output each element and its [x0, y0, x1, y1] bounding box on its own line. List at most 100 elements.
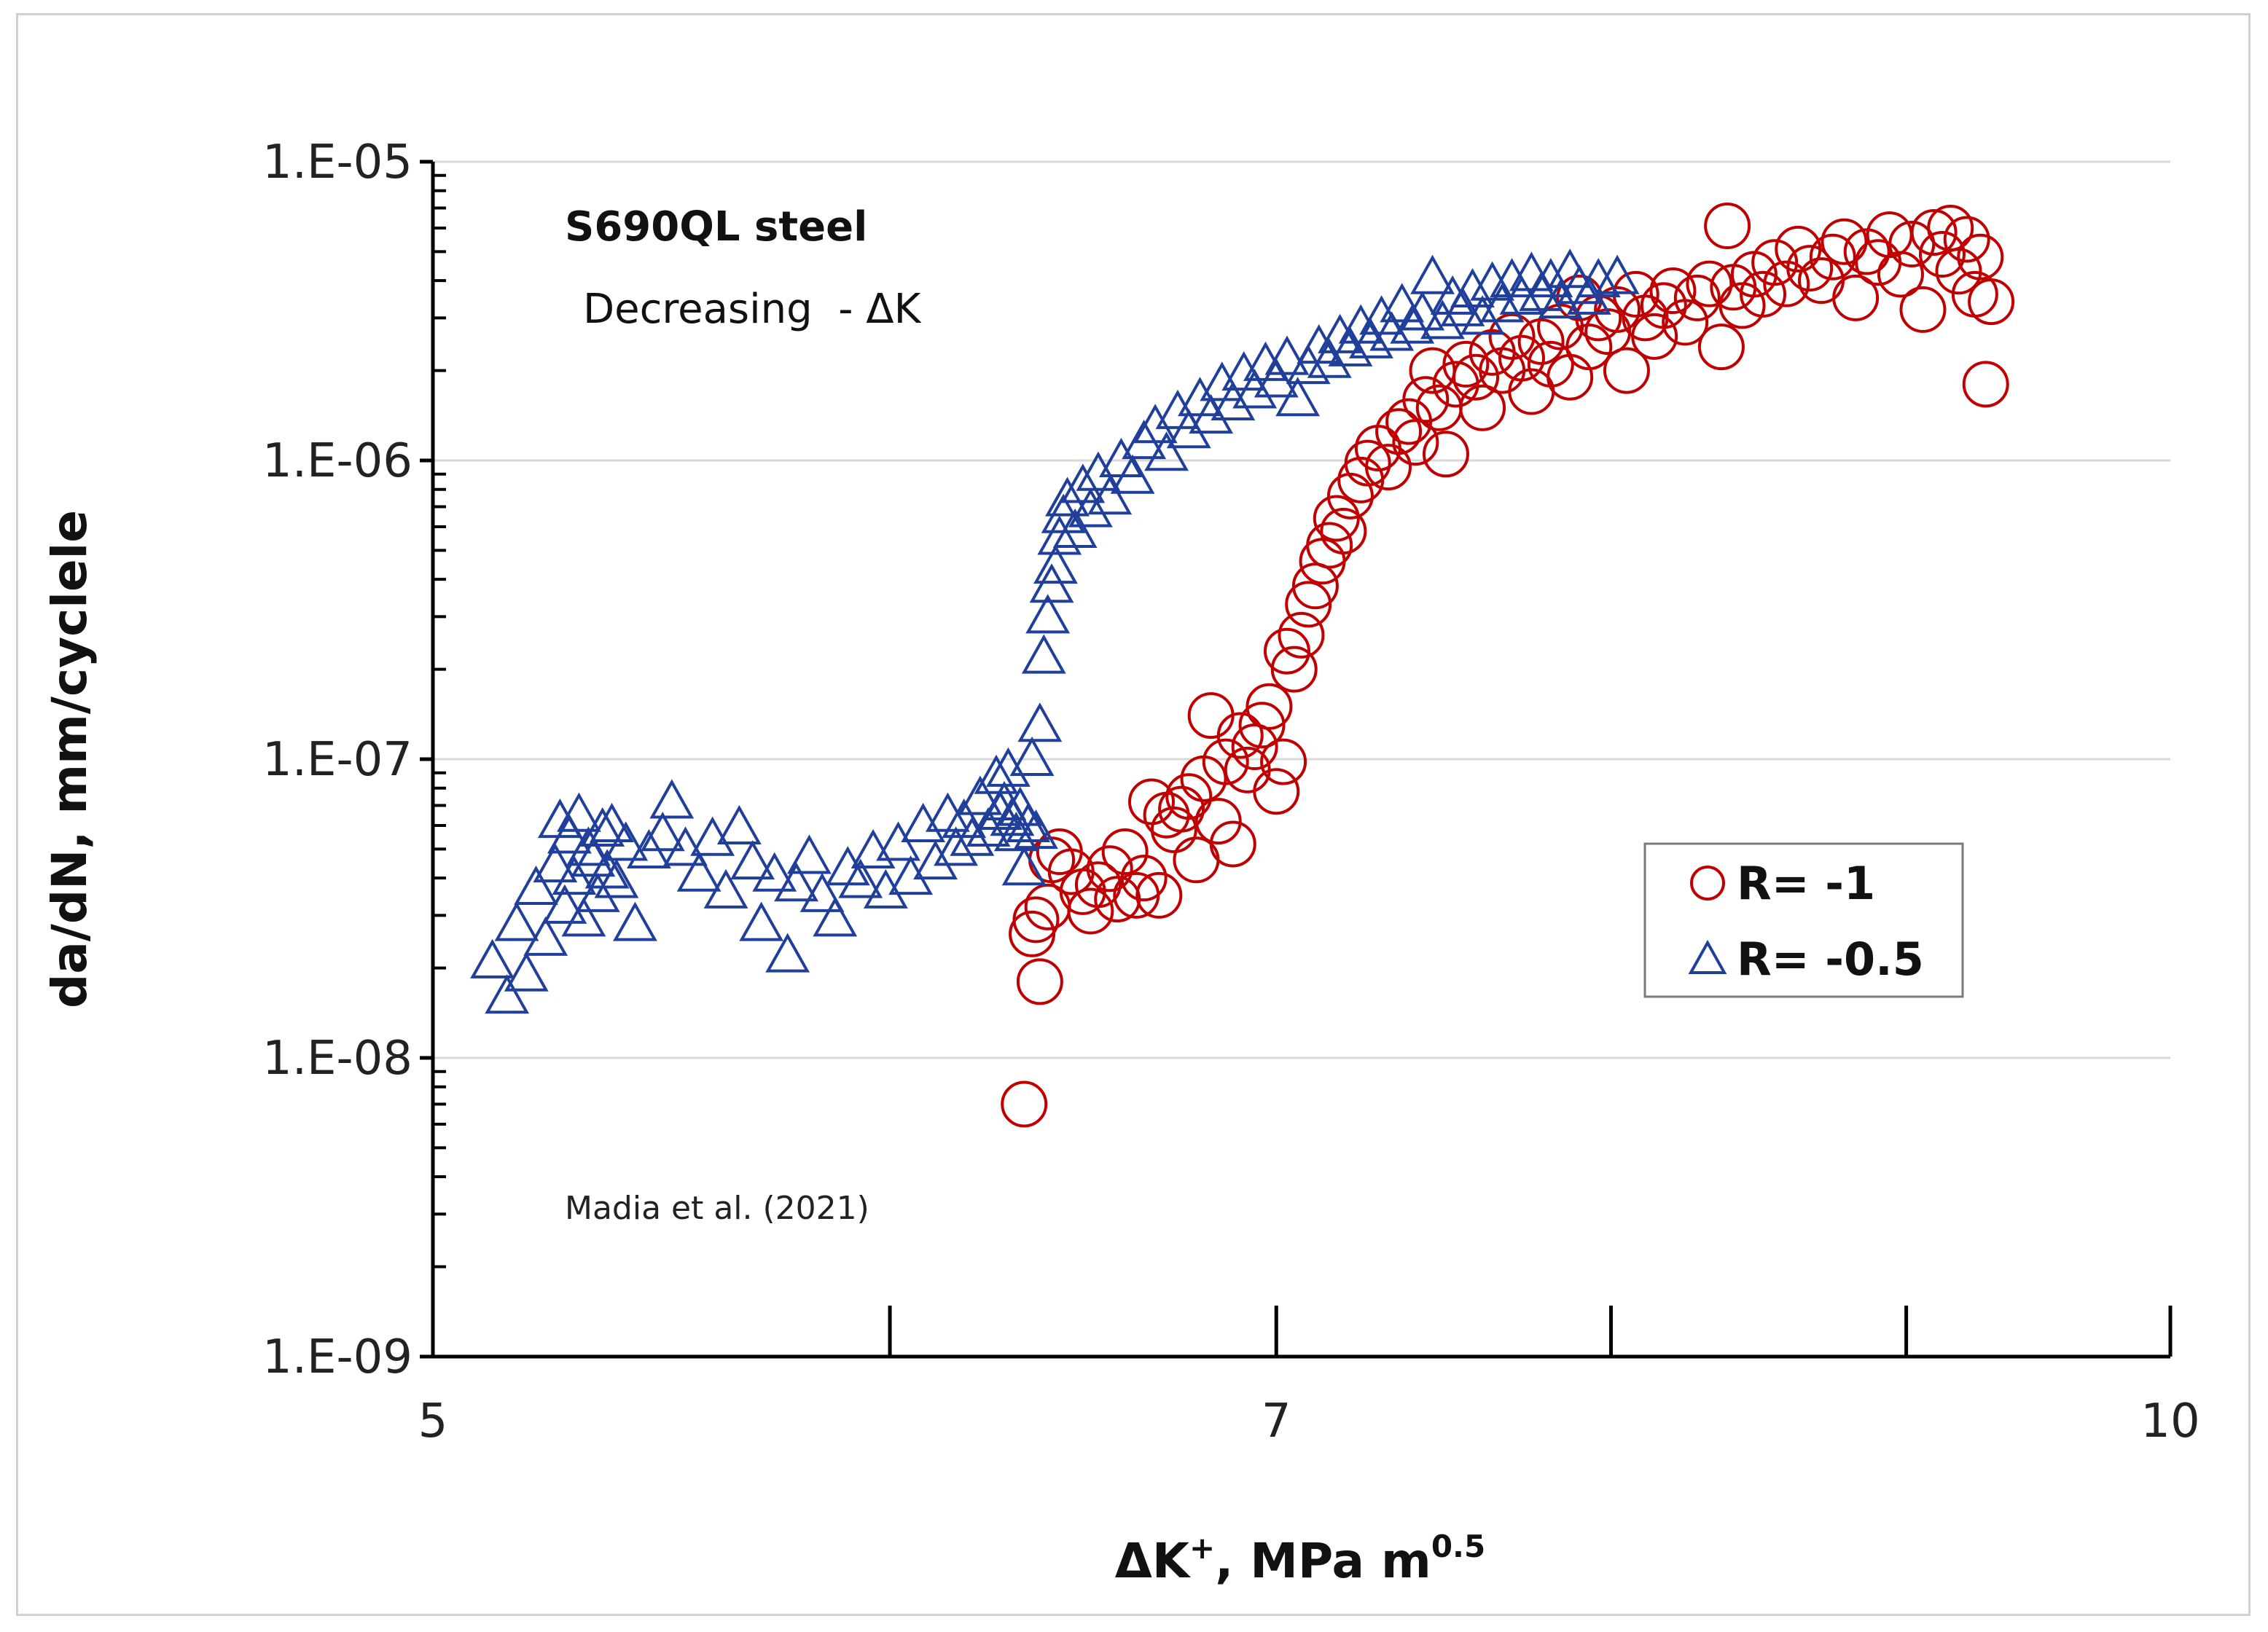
method-annotation: Decreasing - ΔK — [583, 286, 922, 333]
data-point-triangle — [1232, 369, 1278, 409]
data-point-triangle — [690, 816, 735, 856]
data-point-triangle — [838, 858, 883, 898]
data-point-triangle — [1025, 594, 1071, 634]
data-point-circle — [1150, 806, 1197, 853]
data-point-circle — [1209, 820, 1256, 868]
data-point-triangle — [1595, 254, 1640, 294]
data-point-circle — [1422, 431, 1469, 478]
data-point-triangle — [863, 868, 908, 909]
data-point-triangle — [1318, 313, 1363, 353]
data-point-circle — [1943, 216, 1990, 263]
data-point-circle — [1306, 522, 1353, 569]
data-point-triangle — [985, 747, 1031, 787]
data-point-circle — [1877, 251, 1924, 298]
legend-label-r-minus-0-5: R= -0.5 — [1737, 933, 1924, 986]
data-point-triangle — [1430, 275, 1475, 315]
data-point-triangle — [1557, 264, 1602, 305]
data-point-triangle — [1254, 358, 1299, 398]
data-point-circle — [1957, 233, 2004, 280]
data-point-triangle — [1021, 634, 1066, 674]
data-point-triangle — [1060, 463, 1106, 503]
source-annotation: Madia et al. (2021) — [565, 1190, 869, 1227]
data-point-circle — [1194, 798, 1242, 845]
data-point-circle — [1459, 384, 1506, 431]
data-point-circle — [1375, 408, 1423, 455]
data-point-circle — [1165, 773, 1213, 820]
data-point-circle — [1927, 204, 1974, 251]
data-point-circle — [1016, 958, 1063, 1005]
data-point-triangle — [1068, 487, 1113, 527]
legend-marker-triangle — [1688, 939, 1727, 974]
data-point-circle — [1158, 785, 1205, 833]
data-point-triangle — [1029, 563, 1074, 603]
data-point-triangle — [1033, 544, 1078, 584]
data-point-circle — [1697, 323, 1745, 371]
data-point-triangle — [1286, 345, 1331, 385]
x-tick-label: 7 — [1262, 1394, 1291, 1448]
data-point-circle — [1809, 233, 1856, 280]
data-point-triangle — [739, 901, 784, 941]
y-tick-label: 1.E-05 — [262, 136, 412, 189]
data-point-triangle — [1087, 475, 1133, 515]
data-point-triangle — [590, 802, 634, 842]
data-point-circle — [1498, 334, 1545, 382]
data-point-circle — [1001, 1080, 1048, 1128]
data-point-triangle — [640, 812, 685, 852]
data-point-triangle — [523, 916, 568, 956]
x-tick-labels: 5 7 10 — [418, 1394, 2200, 1448]
x-tick-label: 10 — [2140, 1394, 2199, 1448]
data-point-triangle — [1155, 389, 1200, 429]
data-point-triangle — [1189, 394, 1234, 434]
data-point-circle — [1662, 299, 1709, 346]
data-point-circle — [1751, 239, 1799, 286]
data-point-triangle — [799, 872, 845, 912]
data-point-triangle — [1014, 809, 1058, 850]
x-ticks — [431, 1306, 2173, 1357]
data-point-triangle — [1470, 261, 1515, 301]
data-point-circle — [1012, 896, 1060, 944]
data-point-triangle — [1037, 515, 1082, 555]
data-point-circle — [1832, 274, 1880, 321]
data-point-triangle — [663, 826, 708, 866]
data-point-triangle — [888, 855, 934, 895]
series-r-minus-0-5 — [470, 248, 1640, 1014]
data-point-circle — [1285, 581, 1332, 628]
data-point-triangle — [1519, 271, 1564, 311]
series-r-minus-1 — [1001, 203, 2015, 1128]
data-point-circle — [1962, 361, 2009, 408]
data-point-triangle — [1307, 338, 1352, 378]
data-point-triangle — [580, 807, 625, 847]
data-point-triangle — [1460, 295, 1505, 335]
x-axis-title-main: ΔK — [1115, 1533, 1192, 1589]
data-point-circle — [1968, 278, 2015, 326]
data-point-circle — [1673, 274, 1721, 321]
data-point-circle — [1364, 444, 1412, 491]
data-point-circle — [1086, 845, 1133, 892]
data-point-triangle — [1006, 802, 1051, 842]
data-point-triangle — [1420, 299, 1465, 340]
data-point-circle — [1649, 267, 1697, 315]
data-point-triangle — [514, 865, 558, 906]
legend-marker-circle — [1690, 866, 1725, 901]
data-point-triangle — [584, 849, 630, 889]
data-point-circle — [1246, 683, 1293, 730]
data-point-circle — [1918, 231, 1966, 278]
data-point-triangle — [1144, 431, 1189, 471]
data-point-triangle — [1264, 335, 1310, 375]
data-point-circle — [1313, 495, 1360, 542]
x-axis-title-sup1: + — [1189, 1530, 1215, 1566]
y-tick-labels: 1.E-09 1.E-08 1.E-07 1.E-06 1.E-05 — [262, 136, 433, 1384]
data-point-triangle — [1390, 304, 1435, 344]
data-point-circle — [1202, 738, 1249, 785]
y-axis-title: da/dN, mm/cyclele — [42, 510, 98, 1008]
data-point-circle — [1067, 887, 1114, 935]
data-point-triangle — [603, 821, 649, 861]
data-point-circle — [1821, 218, 1868, 265]
data-point-circle — [1565, 323, 1613, 371]
data-point-triangle — [1538, 279, 1583, 319]
data-point-triangle — [752, 852, 797, 892]
data-point-triangle — [1275, 377, 1321, 417]
data-point-circle — [1612, 270, 1659, 318]
data-point-triangle — [934, 826, 979, 866]
